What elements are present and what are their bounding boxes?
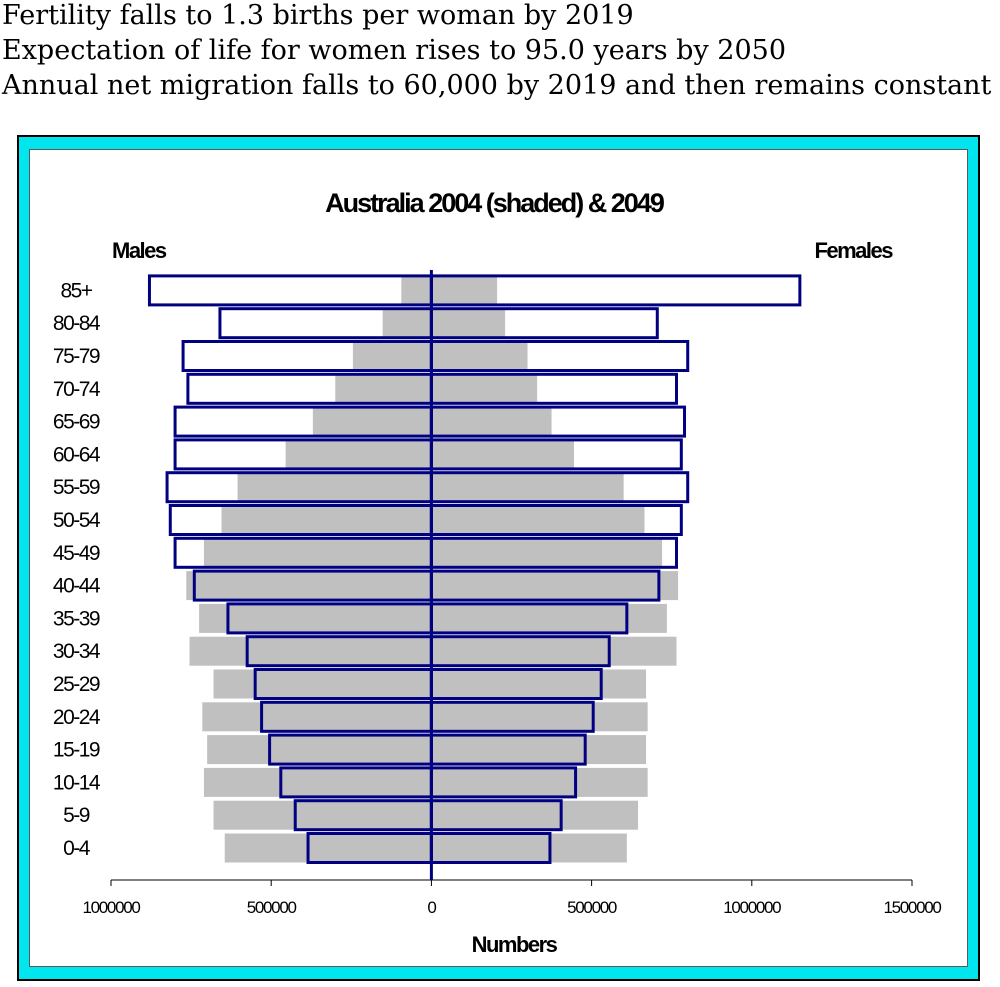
age-group-label: 55-59 [53,476,100,499]
age-group-label: 30-34 [53,640,101,663]
age-group-label: 75-79 [53,345,100,368]
bar-2004-female [431,636,677,666]
age-group-label: 20-24 [53,706,101,729]
bar-2004-male [203,538,432,568]
bar-2004-female [431,669,647,699]
age-group-label: 60-64 [53,443,101,466]
bar-2004-male [203,767,432,797]
chart-area: Australia 2004 (shaded) & 2049 Males Fem… [29,149,968,967]
x-axis-label: Numbers [472,932,558,957]
bar-2004-male [237,472,432,502]
headline-life-expectancy: Expectation of life for women rises to 9… [2,35,787,66]
chart-title: Australia 2004 (shaded) & 2049 [325,188,665,218]
bar-2004-female [431,472,624,502]
x-tick-label: 500000 [247,898,297,917]
age-group-label: 45-49 [53,542,100,565]
bar-2004-female [431,800,639,830]
bar-2004-male [224,833,432,863]
bar-2004-female [431,505,645,535]
bar-2004-female [431,767,648,797]
age-group-label: 80-84 [53,312,101,335]
age-group-label: 15-19 [53,739,100,762]
x-tick-label: 1500000 [883,898,941,917]
bar-2004-male [312,407,432,437]
age-group-label: 40-44 [53,575,101,598]
age-group-label: 0-4 [63,837,91,860]
age-group-label: 25-29 [53,673,100,696]
bar-2004-male [207,735,432,765]
bar-2004-female [431,374,538,404]
bar-2004-male [199,603,432,633]
bar-2004-female [431,603,667,633]
bar-2004-female [431,735,647,765]
bar-2049-male [147,274,433,307]
bar-2004-female [431,571,679,601]
x-tick-label: 1000000 [82,898,140,917]
bar-2004-female [431,538,663,568]
bar-2004-female [431,341,528,371]
age-group-label: 5-9 [63,804,90,827]
bar-2004-male [202,702,432,732]
bar-2004-male [401,275,432,305]
x-axis: 1000000 500000 0 500000 1000000 1500000 [82,879,943,917]
bar-2004-female [431,833,627,863]
series-2004-bars [186,275,679,863]
age-group-label: 85+ [60,279,92,302]
headline-net-migration: Annual net migration falls to 60,000 by … [2,70,992,101]
bar-2004-female [431,308,506,338]
headline-fertility: Fertility falls to 1.3 births per woman … [2,0,634,31]
females-label: Females [814,238,893,263]
bar-2004-female [431,407,552,437]
age-group-label: 10-14 [53,771,101,794]
bar-2004-female [431,702,648,732]
x-tick-label: 1000000 [723,898,781,917]
bar-2004-female [431,275,498,305]
bar-2004-male [352,341,432,371]
age-group-labels: 85+ 80-84 75-79 70-74 65-69 60-64 55-59 50-54 45… [53,279,103,860]
bar-2004-male [189,636,432,666]
bar-2004-female [431,439,574,469]
chart-frame: Australia 2004 (shaded) & 2049 Males Fem… [17,135,980,981]
series-2049-bars [147,270,802,880]
bar-2004-male [213,800,432,830]
age-group-label: 65-69 [53,411,100,434]
population-pyramid-chart: Australia 2004 (shaded) & 2049 Males Fem… [53,188,943,957]
bar-2004-male [285,439,432,469]
age-group-label: 35-39 [53,607,100,630]
bar-2004-male [382,308,432,338]
age-group-label: 50-54 [53,509,101,532]
bar-2004-male [186,571,432,601]
males-label: Males [112,238,167,263]
bar-2004-male [221,505,432,535]
age-group-label: 70-74 [53,378,101,401]
x-tick-label: 500000 [567,898,617,917]
bar-2004-male [335,374,432,404]
bar-2004-male [213,669,432,699]
x-tick-label: 0 [427,898,436,917]
